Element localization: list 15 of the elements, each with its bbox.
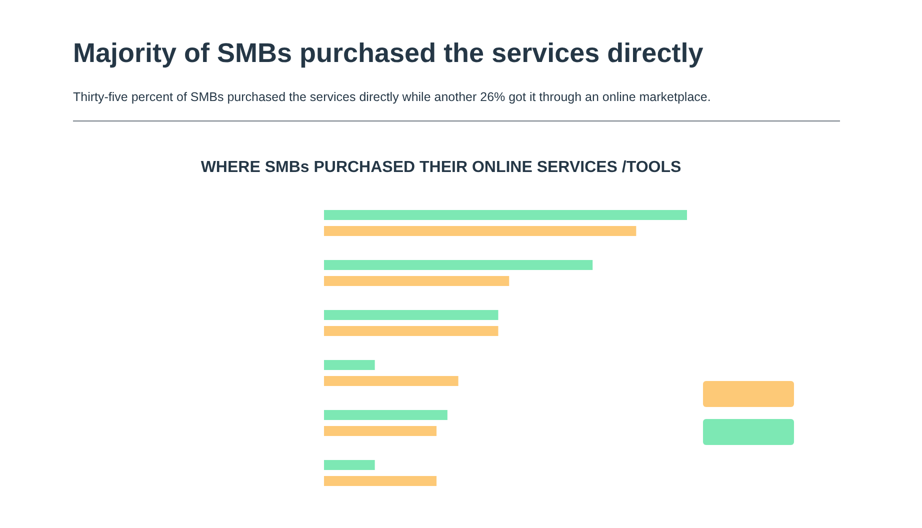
bar [324, 460, 375, 470]
bar [324, 276, 510, 286]
bar [324, 376, 458, 386]
bar [324, 410, 448, 420]
bar [324, 326, 498, 336]
text: Thirty-five percent of SMBs purchased the services directly while another 26% got it through an online marketplace. [73, 90, 711, 104]
bar [324, 210, 687, 220]
bar [324, 226, 636, 236]
bar [324, 260, 593, 270]
bar [324, 310, 498, 320]
bar [324, 426, 437, 436]
chart-title: WHERE SMBs PURCHASED THEIR ONLINE SERVICES /TOOLS [200, 159, 682, 176]
text: Majority of SMBs purchased the services directly [73, 38, 704, 68]
bar [324, 476, 437, 486]
bar [324, 360, 375, 370]
